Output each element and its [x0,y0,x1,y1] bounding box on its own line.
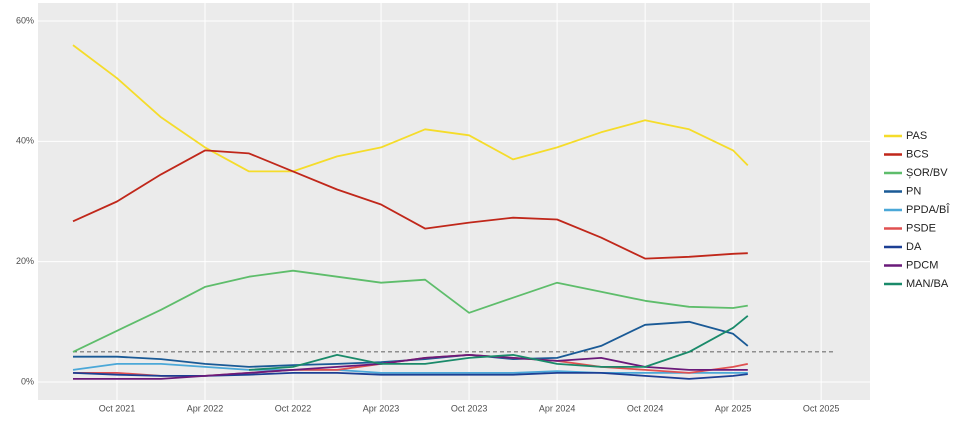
y-tick-label: 0% [21,376,34,386]
y-tick-label: 40% [16,136,34,146]
legend-label: BCS [906,148,929,160]
x-tick-label: Oct 2023 [451,403,488,413]
series-line [73,320,749,368]
series-line [72,44,749,173]
x-tick-label: Oct 2022 [275,403,312,413]
series-line [72,372,748,380]
x-tick-label: Apr 2025 [715,403,752,413]
x-tick-label: Apr 2024 [539,403,576,413]
legend-label: PAS [906,130,927,142]
legend-label: ȘOR/BV [906,167,948,179]
series-line [72,363,748,374]
legend-label: PN [906,185,921,197]
series-line [248,315,749,371]
legend-label: PDCM [906,259,938,271]
x-tick-label: Apr 2022 [187,403,224,413]
series-line [73,354,748,380]
x-tick-label: Oct 2021 [99,403,136,413]
x-tick-label: Oct 2024 [627,403,664,413]
legend-label: PSDE [906,222,936,234]
x-tick-label: Apr 2023 [363,403,400,413]
legend-label: MAN/BA [906,278,949,290]
y-tick-label: 60% [16,15,34,25]
x-tick-label: Oct 2025 [803,403,840,413]
legend-label: PPDA/BÎ [906,203,950,216]
series-line [72,149,748,260]
series-line [72,269,748,353]
panel [38,3,870,400]
legend-label: DA [906,241,922,253]
y-tick-label: 20% [16,256,34,266]
